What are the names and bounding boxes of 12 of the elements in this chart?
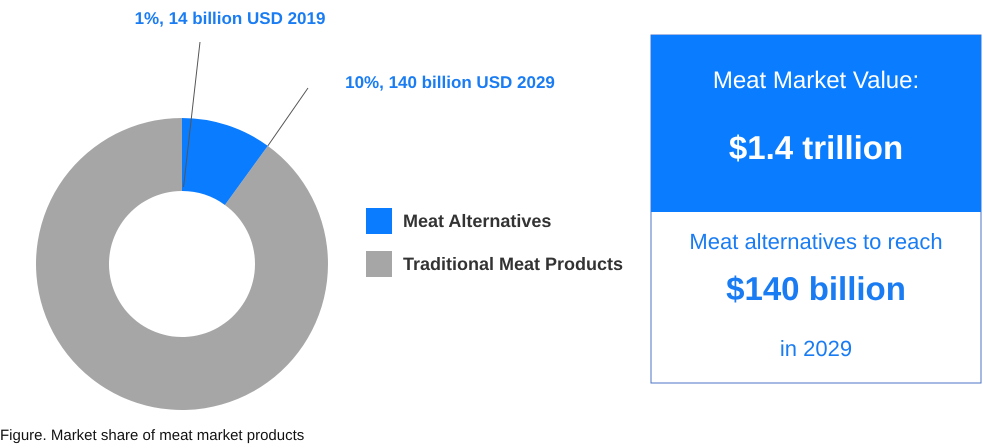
text: 10%, 140 billion USD 2029 [345,73,555,92]
text: Meat Market Value: [712,67,920,94]
donut-slice [182,118,268,205]
text: Meat alternatives to reach [689,229,943,254]
legend-label: Traditional Meat Products [403,254,624,274]
text: in 2029 [780,336,852,361]
donut-slice [36,118,328,410]
text: $1.4 trillion [728,129,904,166]
legend-label: Meat Alternatives [403,211,552,231]
text: Figure. Market share of meat market products [0,427,304,444]
text: 1%, 14 billion USD 2019 [134,9,326,28]
text: $140 billion [726,270,906,307]
